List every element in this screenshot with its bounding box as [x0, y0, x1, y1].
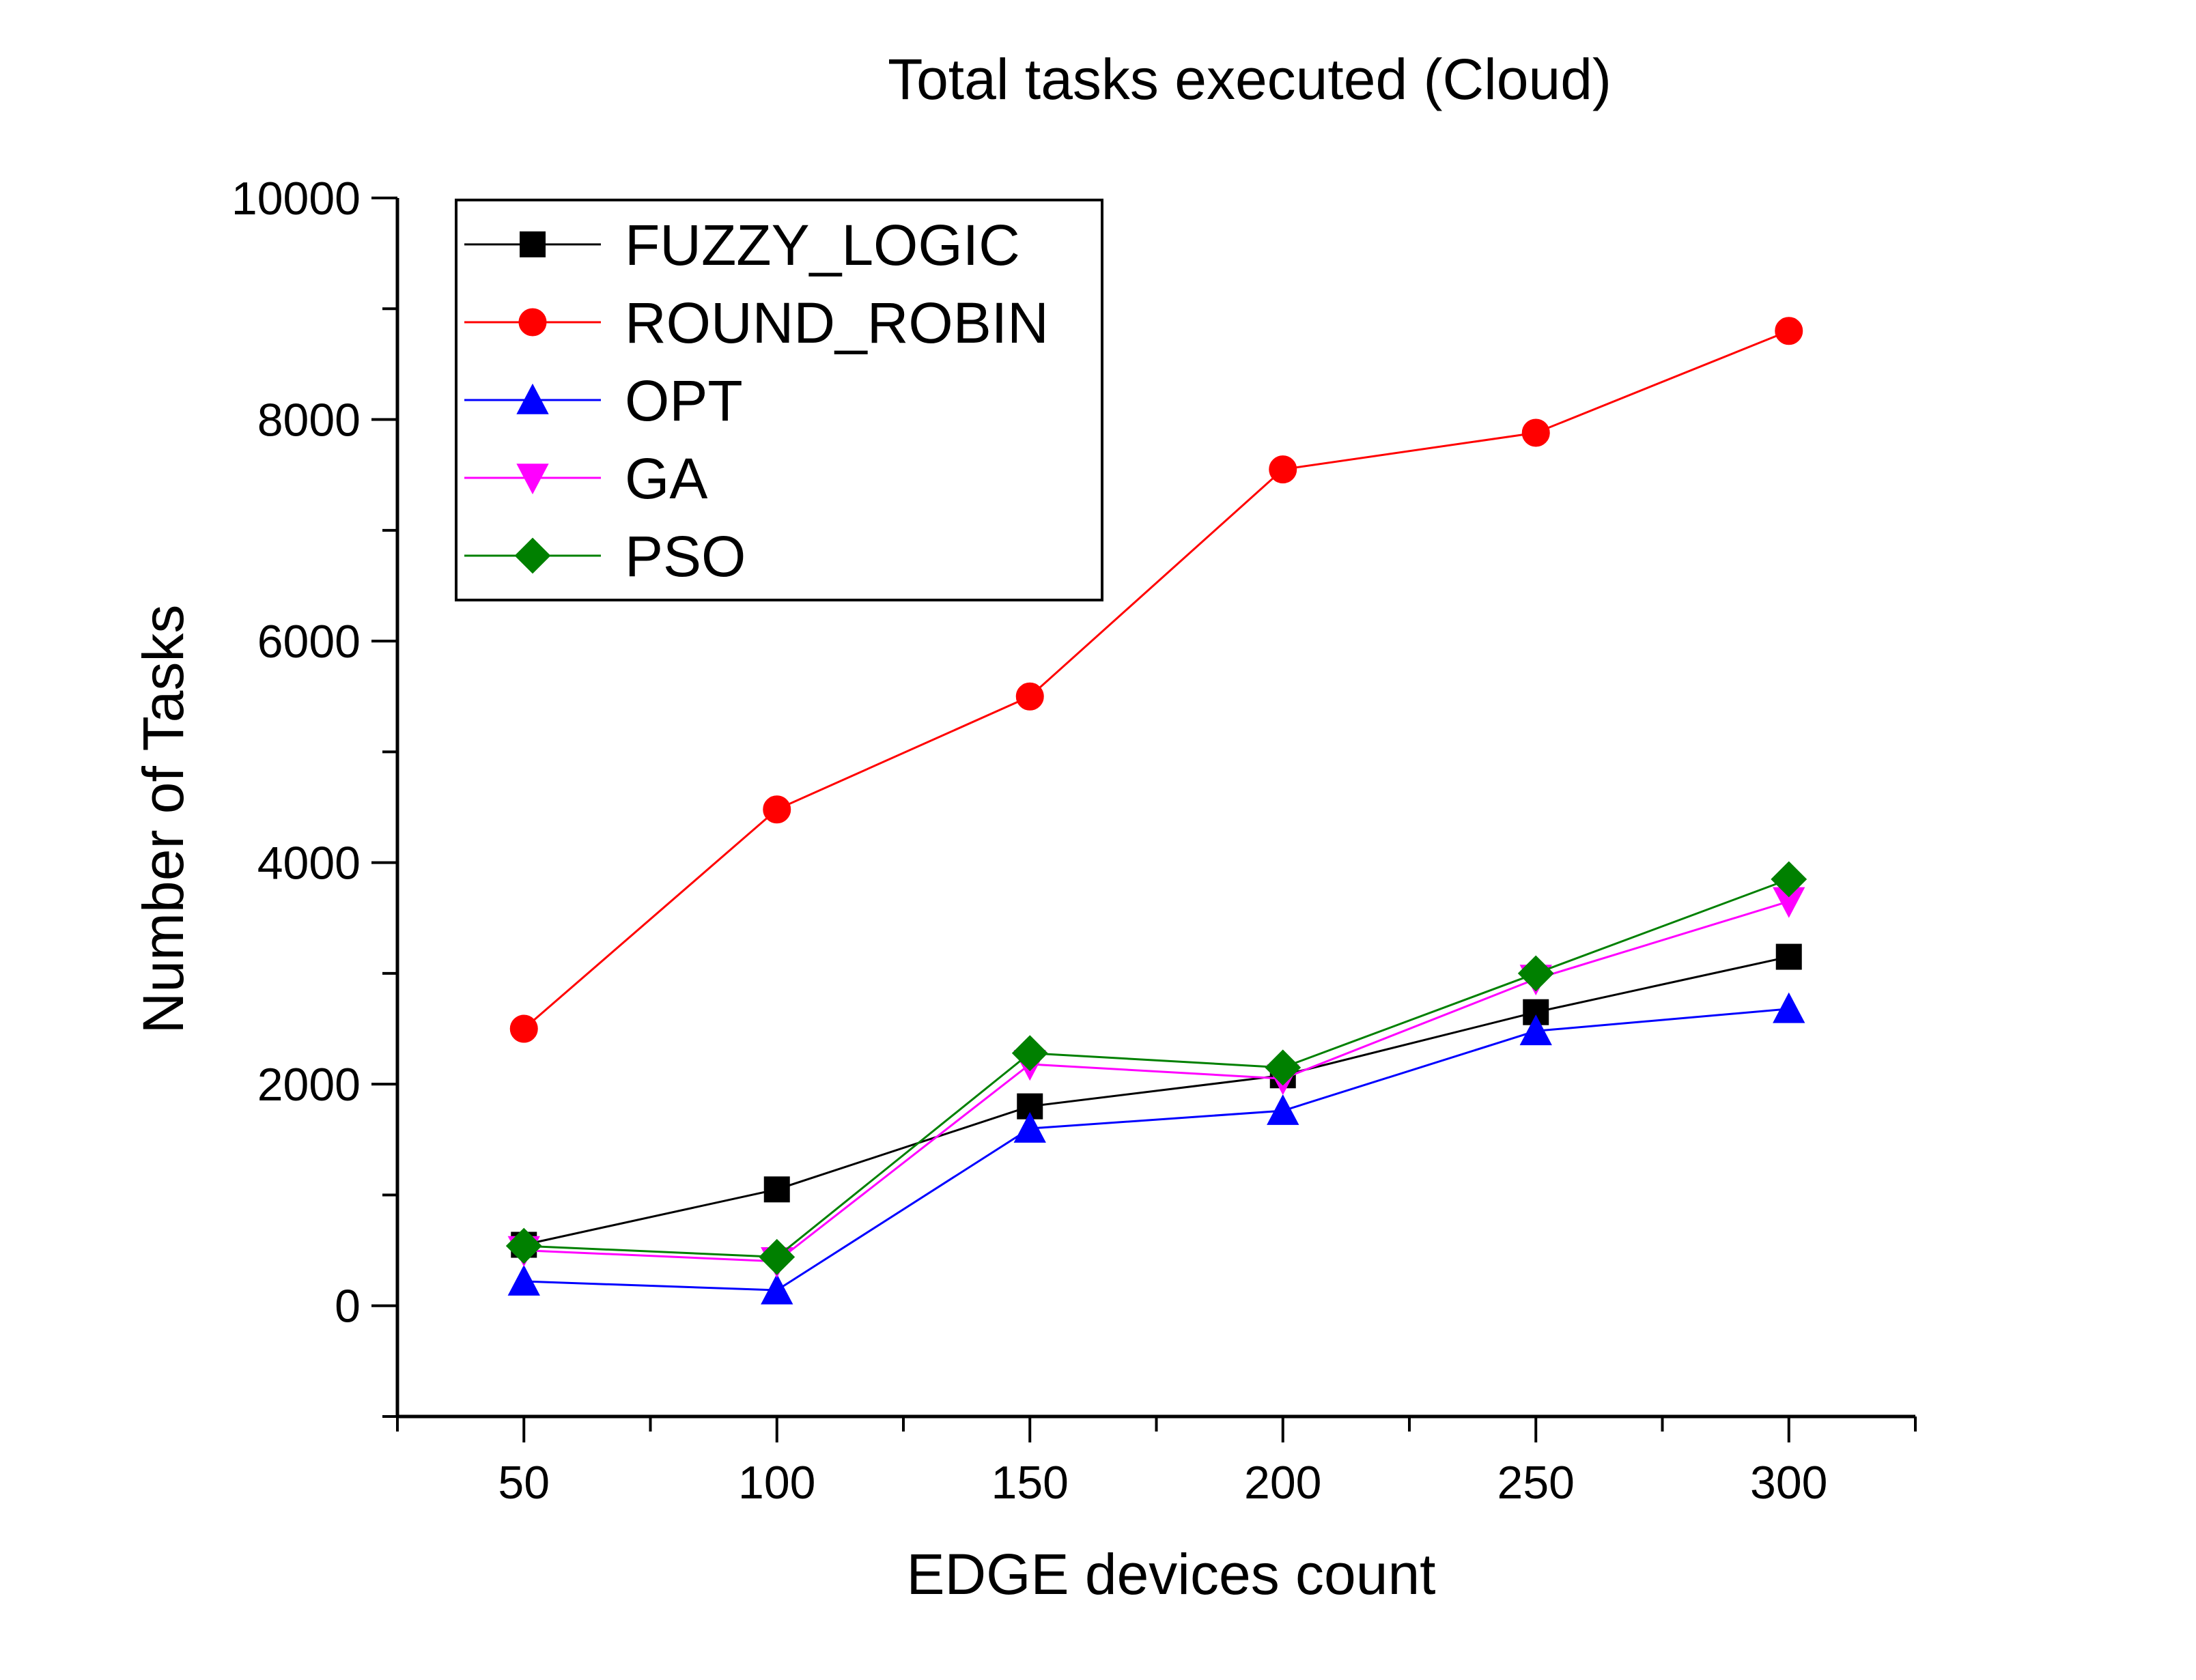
y-axis-label: Number of Tasks [131, 605, 195, 1034]
x-axis-label: EDGE devices count [906, 1542, 1435, 1606]
series-opt [507, 992, 1805, 1305]
data-point-opt [1013, 1111, 1046, 1143]
x-tick-label: 150 [991, 1457, 1069, 1509]
series-line-pso [524, 878, 1790, 1258]
legend-label-ga: GA [625, 446, 707, 511]
x-tick-label: 300 [1750, 1457, 1827, 1509]
legend-marker-pso [514, 537, 551, 574]
data-point-opt [507, 1264, 540, 1296]
legend-item-opt: OPT [464, 369, 743, 433]
legend-label-pso: PSO [625, 524, 746, 588]
data-point-round-robin [1015, 682, 1044, 711]
legend-item-ga: GA [464, 446, 707, 511]
y-tick-label: 2000 [257, 1059, 361, 1111]
y-tick-label: 0 [335, 1281, 361, 1333]
chart-title: Total tasks executed (Cloud) [888, 47, 1611, 111]
data-point-opt [1773, 992, 1805, 1023]
data-point-round-robin [1269, 455, 1297, 484]
data-point-pso [759, 1238, 796, 1275]
y-tick-label: 4000 [257, 838, 361, 889]
series-layer [505, 317, 1807, 1305]
data-point-opt [1519, 1014, 1552, 1046]
series-round-robin [509, 317, 1803, 1043]
x-tick-label: 100 [738, 1457, 815, 1509]
data-point-round-robin [1521, 418, 1550, 447]
x-tick-label: 200 [1244, 1457, 1321, 1509]
series-line-ga [524, 900, 1790, 1263]
x-tick-label: 250 [1497, 1457, 1575, 1509]
legend-marker-round-robin [518, 308, 547, 337]
data-point-pso [1265, 1049, 1301, 1086]
series-pso [505, 861, 1807, 1275]
y-tick-label: 8000 [257, 395, 361, 446]
series-line-round-robin [523, 330, 1790, 1030]
series-fuzzy-logic [511, 943, 1802, 1258]
legend-marker-ga [516, 464, 549, 495]
data-point-round-robin [509, 1014, 538, 1043]
data-point-opt [761, 1273, 793, 1305]
data-point-round-robin [763, 795, 791, 824]
legend-label-fuzzy-logic: FUZZY_LOGIC [625, 213, 1020, 277]
data-point-opt [1267, 1094, 1299, 1125]
data-point-round-robin [1775, 317, 1803, 345]
legend: FUZZY_LOGIC ROUND_ROBIN OPT GA PSO [455, 199, 1103, 601]
y-tick-label: 10000 [231, 173, 361, 225]
legend-label-opt: OPT [625, 369, 743, 433]
series-line-fuzzy-logic [523, 956, 1790, 1246]
legend-label-round-robin: ROUND_ROBIN [625, 291, 1049, 355]
axes: 50 100 150 200 250 300 0 2000 4000 6000 8000 10000 [231, 173, 1917, 1509]
x-tick-label: 50 [498, 1457, 550, 1509]
legend-marker-opt [516, 383, 549, 414]
data-point-fuzzy-logic [1775, 943, 1802, 970]
data-point-pso [1771, 861, 1807, 898]
data-point-pso [505, 1227, 542, 1264]
legend-marker-fuzzy-logic [520, 231, 546, 257]
legend-item-fuzzy-logic: FUZZY_LOGIC [464, 213, 1020, 277]
series-line-opt [524, 1008, 1789, 1292]
legend-item-round-robin: ROUND_ROBIN [464, 291, 1049, 355]
y-tick-label: 6000 [257, 616, 361, 668]
data-point-pso [1011, 1035, 1048, 1072]
legend-item-pso: PSO [464, 524, 746, 588]
data-point-pso [1517, 955, 1554, 992]
data-point-fuzzy-logic [763, 1176, 790, 1203]
